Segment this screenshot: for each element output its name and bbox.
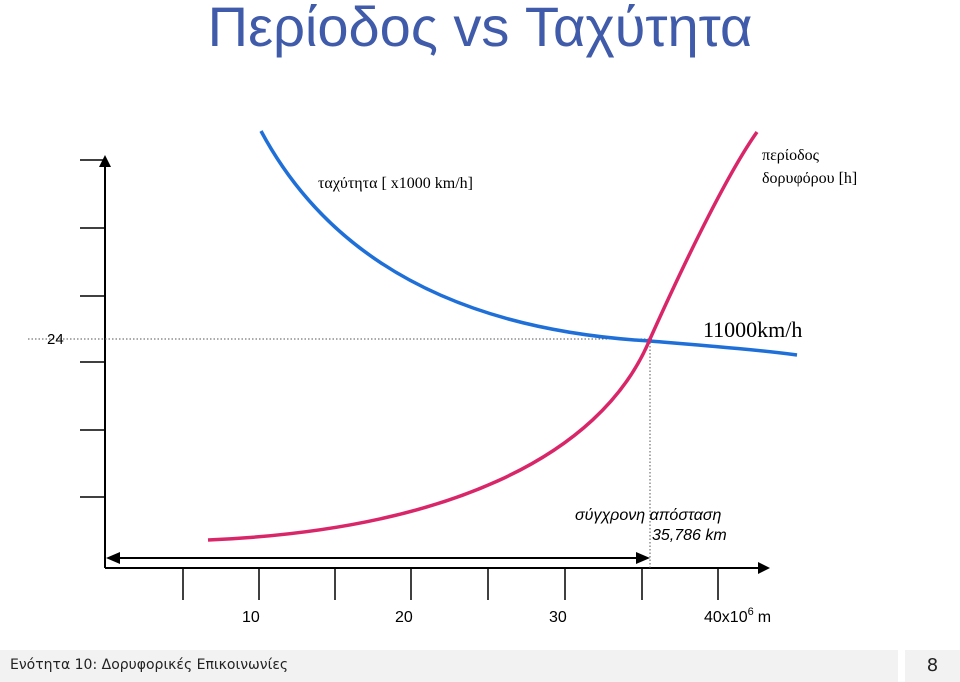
footer-text: Ενότητα 10: Δορυφορικές Επικοινωνίες bbox=[10, 657, 289, 673]
x-tick-label-40: 40x106 m bbox=[704, 606, 771, 626]
y-axis-arrow bbox=[99, 155, 111, 167]
speed-series-label: ταχύτητα [ x1000 km/h] bbox=[318, 175, 473, 192]
x-tick-label-30: 30 bbox=[549, 609, 567, 626]
x-tick-label-40-unit: m bbox=[758, 609, 771, 626]
intersection-speed-label: 11000km/h bbox=[703, 317, 802, 342]
x-tick-label-40-exponent: 6 bbox=[748, 606, 754, 618]
x-tick-label-40-base: 40x10 bbox=[704, 609, 748, 626]
period-curve bbox=[207, 130, 759, 542]
y24-label: 24 bbox=[47, 331, 64, 348]
speed-curve bbox=[259, 130, 798, 357]
chart: 24 ταχύτητα [ x1000 km/h] περίοδος δορυφ… bbox=[28, 130, 857, 626]
page-number-box bbox=[905, 650, 960, 682]
distance-arrow-right-head bbox=[636, 552, 650, 564]
distance-value: 35,786 km bbox=[652, 527, 727, 544]
y-ticks bbox=[80, 159, 105, 498]
footer-bar bbox=[0, 650, 898, 682]
x-ticks bbox=[182, 568, 719, 600]
period-series-label-line2: δορυφόρου [h] bbox=[762, 170, 857, 187]
page-title: Περίοδος vs Ταχύτητα bbox=[207, 0, 753, 58]
page-number: 8 bbox=[926, 655, 939, 676]
distance-label: σύγχρονη απόσταση bbox=[575, 507, 721, 524]
distance-arrow-left-head bbox=[106, 552, 120, 564]
period-series-label-line1: περίοδος bbox=[762, 147, 820, 164]
x-tick-label-10: 10 bbox=[242, 609, 260, 626]
x-axis-arrow bbox=[758, 562, 770, 574]
x-tick-label-20: 20 bbox=[395, 609, 413, 626]
